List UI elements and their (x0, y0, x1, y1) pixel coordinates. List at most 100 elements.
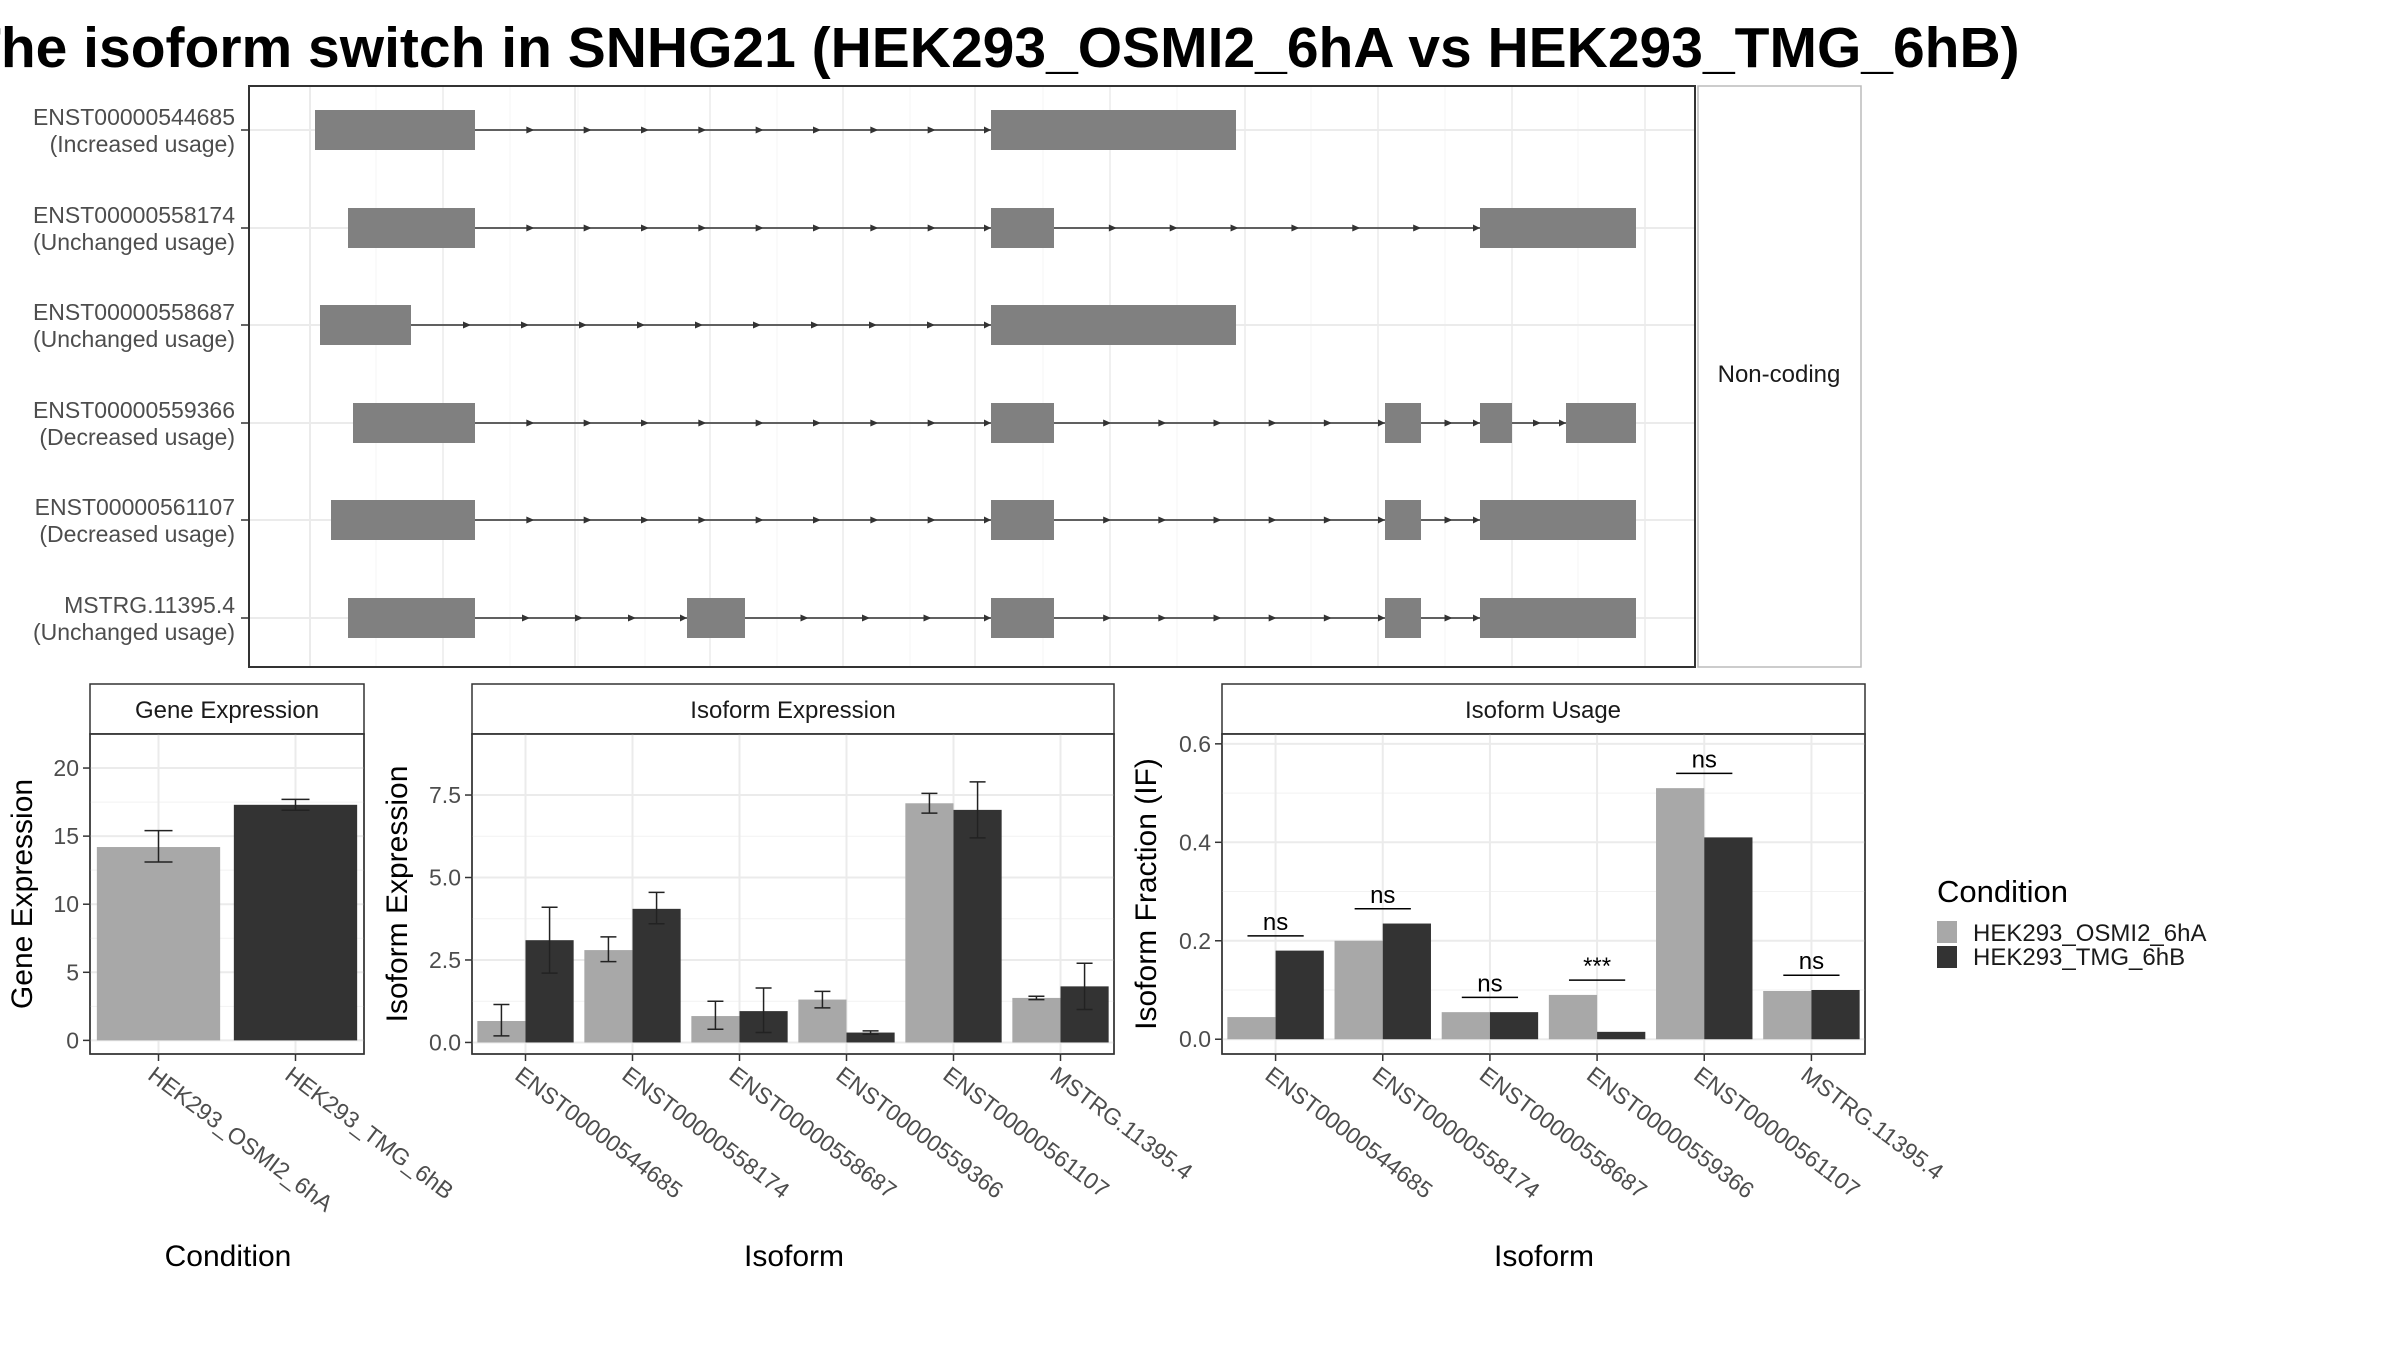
intron-arrow (1291, 224, 1300, 232)
exon-3-1 (991, 403, 1054, 443)
gene-expression-xlabel: Condition (165, 1240, 292, 1273)
intron-arrow (1323, 614, 1332, 622)
plot-frame (471, 733, 1115, 1055)
isoform-usage-plot-area (1221, 733, 1866, 1055)
isoform-expression-plot-area (471, 733, 1115, 1055)
intron-arrow (1559, 419, 1566, 427)
intron-arrow (755, 516, 764, 524)
intron-arrow (641, 126, 649, 134)
isoform-expression-panel: Isoform Expression 0.0 2.5 5.0 7.5 ENST0000… (381, 683, 1198, 1273)
significance-label: ns (1477, 970, 1502, 997)
significance-label: ns (1263, 909, 1288, 936)
bar-0-3 (1548, 994, 1598, 1040)
isoform-expression-xlabel: Isoform (744, 1240, 844, 1273)
structure-gridlines (309, 87, 1646, 666)
intron-arrow (870, 516, 879, 524)
bar-0-5 (1012, 997, 1061, 1043)
isoform-usage-strip (1221, 683, 1866, 735)
intron-arrow (813, 126, 821, 134)
intron-arrow (583, 126, 592, 134)
intron-arrow (1213, 516, 1222, 524)
gene-expression-bars (96, 798, 358, 1041)
exon-1-1 (991, 208, 1054, 248)
isoform-label-id-3: ENST00000559366 (33, 397, 235, 423)
intron-arrow (1473, 419, 1480, 427)
isoform-label-usage-2: (Unchanged usage) (33, 326, 235, 352)
isoform-expression-y-axis: 0.0 2.5 5.0 7.5 (429, 782, 472, 1055)
intron-arrow (813, 419, 821, 427)
legend-swatch-1 (1937, 946, 1957, 968)
isoform-usage-bars (1227, 788, 1860, 1040)
bar-1-4 (1704, 837, 1753, 1040)
intron-arrow (526, 224, 535, 232)
intron-arrow (813, 224, 821, 232)
bar-0-2 (1441, 1012, 1490, 1040)
exon-3-0 (353, 403, 475, 443)
isoform-usage-significance: ns ns ns *** ns ns (1247, 746, 1840, 999)
isoform-usage-xlabel: Isoform (1494, 1240, 1594, 1273)
gene-expression-title: Gene Expression (135, 697, 319, 724)
intron-arrow (695, 321, 703, 329)
bar-1-1 (632, 908, 681, 1043)
intron-arrow (680, 614, 687, 622)
isoform-expression-strip (471, 683, 1115, 735)
exon-4-1 (991, 500, 1054, 540)
exon-0-0 (315, 110, 475, 150)
intron-arrow (984, 516, 991, 524)
y-tick-label: 15 (53, 823, 79, 849)
isoform-label-usage-3: (Decreased usage) (39, 424, 235, 450)
intron-arrow (463, 321, 471, 329)
intron-arrow (583, 516, 592, 524)
exon-5-4 (1480, 598, 1636, 638)
intron-arrow (1169, 224, 1178, 232)
intron-arrow (698, 516, 707, 524)
intron-arrow (526, 516, 535, 524)
intron-arrow (521, 321, 529, 329)
legend-title: Condition (1937, 874, 2068, 909)
intron-arrow (641, 224, 649, 232)
intron-arrow (1323, 419, 1332, 427)
bar-0-4 (1656, 788, 1705, 1040)
intron-arrow (1323, 516, 1332, 524)
isoform-label-id-0: ENST00000544685 (33, 104, 235, 130)
intron-arrow (1352, 224, 1361, 232)
intron-arrow (1444, 419, 1453, 427)
intron-arrow (755, 224, 764, 232)
bar-1-5 (1811, 990, 1860, 1040)
bar-1-2 (1489, 1012, 1539, 1040)
isoform-label-usage-5: (Unchanged usage) (33, 619, 235, 645)
y-tick-label: 7.5 (429, 782, 461, 808)
exon-1-0 (348, 208, 475, 248)
figure-title: The isoform switch in SNHG21 (HEK293_OSM… (0, 8, 2400, 88)
intron-arrow (1444, 614, 1453, 622)
intron-arrow (641, 516, 649, 524)
intron-arrow (579, 321, 587, 329)
intron-arrow (755, 126, 764, 134)
strip-label: Non-coding (1718, 361, 1841, 388)
exon-3-2 (1385, 403, 1421, 443)
intron-arrow (984, 321, 991, 329)
intron-arrow (1444, 516, 1453, 524)
gene-expression-strip (89, 683, 365, 735)
intron-arrow (1103, 516, 1112, 524)
exon-3-3 (1480, 403, 1512, 443)
exon-4-3 (1480, 500, 1636, 540)
isoform-label-id-2: ENST00000558687 (33, 299, 235, 325)
significance-label: ns (1799, 948, 1824, 975)
isoform-label-id-1: ENST00000558174 (33, 202, 235, 228)
intron-arrow (1268, 516, 1277, 524)
isoform-usage-ylabel: Isoform Fraction (IF) (1130, 758, 1163, 1030)
exon-4-2 (1385, 500, 1421, 540)
exon-5-3 (1385, 598, 1421, 638)
bar-0 (96, 847, 221, 1041)
exon-1-2 (1480, 208, 1636, 248)
isoform-label-id-5: MSTRG.11395.4 (64, 592, 235, 618)
intron-arrow (1268, 419, 1277, 427)
intron-arrow (522, 614, 530, 622)
intron-arrow (526, 126, 535, 134)
y-tick-label: 0.4 (1179, 829, 1211, 855)
intron-arrow (1378, 419, 1385, 427)
exon-5-2 (991, 598, 1054, 638)
